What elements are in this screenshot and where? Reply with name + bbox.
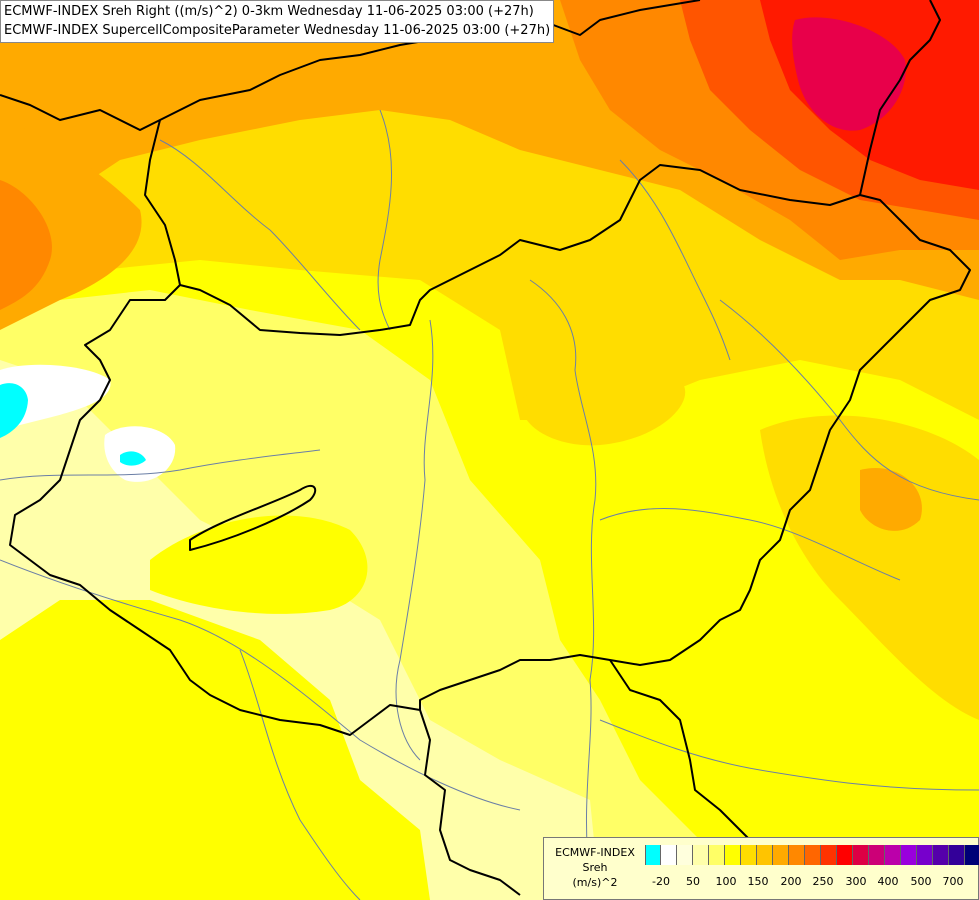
legend-swatch — [725, 845, 741, 865]
legend-tick-label: 500 — [910, 875, 932, 888]
border-line — [189, 484, 317, 551]
river-line — [719, 299, 979, 501]
river-line — [159, 139, 361, 331]
legend-swatch — [853, 845, 869, 865]
legend-tick-label: 700 — [942, 875, 964, 888]
legend-model: ECMWF-INDEX — [555, 846, 635, 859]
field-yellow-west — [150, 515, 368, 614]
river-line — [0, 559, 521, 811]
border-line — [609, 659, 761, 851]
border-line — [9, 119, 521, 896]
field-gold-center — [520, 369, 686, 446]
legend-tick-label: 200 — [780, 875, 802, 888]
field-orange-east — [860, 468, 922, 531]
legend-swatch — [949, 845, 965, 865]
legend-tick-label: 50 — [686, 875, 700, 888]
river-line — [599, 719, 979, 791]
field-crimson — [792, 17, 906, 131]
river-line — [599, 508, 901, 581]
color-legend: ECMWF-INDEX Sreh (m/s)^2 -20 50 100 150 200 2… — [543, 837, 979, 900]
legend-label: ECMWF-INDEX Sreh (m/s)^2 — [548, 845, 642, 890]
legend-swatch — [773, 845, 789, 865]
legend-ticks: -20 50 100 150 200 250 300 400 500 700 — [645, 875, 975, 891]
legend-swatch — [693, 845, 709, 865]
river-line — [619, 159, 731, 361]
border-line — [0, 0, 701, 131]
title-sreh: ECMWF-INDEX Sreh Right ((m/s)^2) 0-3km W… — [4, 4, 534, 19]
river-line — [239, 649, 361, 900]
river-line — [0, 449, 321, 481]
legend-swatch — [869, 845, 885, 865]
legend-swatches — [645, 845, 979, 865]
legend-tick-label: 400 — [877, 875, 899, 888]
map-title-box: ECMWF-INDEX Sreh Right ((m/s)^2) 0-3km W… — [0, 0, 555, 43]
legend-swatch — [933, 845, 949, 865]
legend-swatch — [965, 845, 979, 865]
legend-tick-label: 150 — [747, 875, 769, 888]
legend-swatch — [837, 845, 853, 865]
legend-tick-label: 250 — [812, 875, 834, 888]
legend-param: Sreh — [582, 861, 608, 874]
legend-swatch — [661, 845, 677, 865]
legend-swatch — [789, 845, 805, 865]
legend-swatch — [709, 845, 725, 865]
legend-swatch — [741, 845, 757, 865]
river-line — [377, 109, 392, 331]
legend-unit: (m/s)^2 — [572, 876, 618, 889]
field-dark-orange-west — [0, 180, 52, 310]
field-white-west — [0, 364, 111, 430]
legend-swatch — [805, 845, 821, 865]
field-cyan-mid — [120, 451, 146, 466]
rivers — [0, 109, 979, 900]
legend-swatch — [645, 845, 661, 865]
legend-swatch — [901, 845, 917, 865]
legend-swatch — [885, 845, 901, 865]
field-gold-east — [760, 415, 979, 720]
legend-tick-label: 100 — [715, 875, 737, 888]
legend-swatch — [917, 845, 933, 865]
field-cyan-west — [0, 383, 28, 438]
legend-tick-label: 300 — [845, 875, 867, 888]
field-yellow-south — [0, 600, 430, 900]
title-scp: ECMWF-INDEX SupercellCompositeParameter … — [4, 23, 551, 38]
legend-swatch — [821, 845, 837, 865]
border-line — [179, 164, 971, 710]
legend-tick-label: -20 — [652, 875, 670, 888]
legend-swatch — [677, 845, 693, 865]
legend-swatch — [757, 845, 773, 865]
river-line — [395, 319, 434, 761]
border-line — [859, 0, 941, 196]
river-line — [529, 279, 597, 881]
